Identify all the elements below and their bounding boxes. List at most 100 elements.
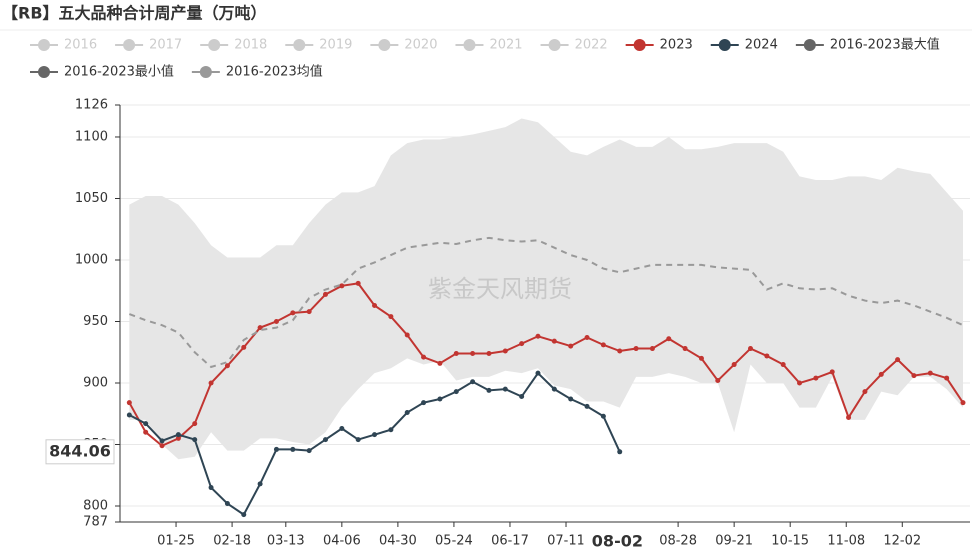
data-point bbox=[224, 501, 230, 507]
data-point bbox=[470, 350, 476, 356]
data-point bbox=[322, 437, 328, 443]
legend-label: 2023 bbox=[660, 38, 693, 53]
data-point bbox=[502, 348, 508, 354]
data-point bbox=[437, 360, 443, 366]
x-tick-label: 04-06 bbox=[323, 534, 361, 549]
legend-item[interactable]: 2017 bbox=[115, 38, 182, 53]
data-point bbox=[846, 414, 852, 420]
data-point bbox=[192, 437, 198, 443]
data-point bbox=[862, 389, 868, 395]
legend-item[interactable]: 2016-2023均值 bbox=[191, 64, 323, 80]
data-point bbox=[911, 373, 917, 379]
data-point bbox=[143, 429, 149, 435]
data-point bbox=[421, 400, 427, 406]
data-point bbox=[747, 346, 753, 352]
data-point bbox=[192, 421, 198, 427]
legend-icon-dot bbox=[123, 39, 136, 51]
data-point bbox=[535, 333, 541, 339]
data-point bbox=[159, 443, 165, 449]
y-tick-label: 1126 bbox=[75, 98, 108, 113]
data-point bbox=[208, 485, 214, 491]
legend-label: 2022 bbox=[575, 38, 608, 53]
data-point bbox=[649, 346, 655, 352]
data-point bbox=[355, 437, 361, 443]
legend-icon-dot bbox=[718, 39, 731, 51]
data-point bbox=[126, 400, 132, 406]
legend-item[interactable]: 2016-2023最小值 bbox=[30, 64, 174, 80]
data-point bbox=[535, 370, 541, 376]
data-point bbox=[633, 346, 639, 352]
data-point bbox=[290, 310, 296, 316]
legend-icon-dot bbox=[38, 66, 50, 78]
x-tick-label: 03-13 bbox=[267, 534, 305, 549]
legend-label: 2016-2023最小值 bbox=[64, 64, 174, 80]
legend-item[interactable]: 2016-2023最大值 bbox=[795, 37, 940, 53]
legend-icon-dot bbox=[38, 39, 50, 51]
data-point bbox=[731, 362, 737, 368]
data-point bbox=[224, 363, 230, 369]
pointer-x-box bbox=[583, 528, 652, 552]
data-point bbox=[829, 369, 835, 375]
x-tick-label: 01-25 bbox=[157, 534, 195, 549]
pointer-y-label: 844.06 bbox=[49, 441, 111, 460]
pointer-y-box bbox=[45, 439, 115, 465]
legend-icon-dot bbox=[548, 39, 561, 51]
data-point bbox=[421, 354, 427, 360]
legend-item[interactable]: 2023 bbox=[625, 38, 693, 53]
y-tick-label: 787 bbox=[83, 515, 108, 530]
data-point bbox=[290, 446, 296, 452]
x-tick-label: 06-17 bbox=[491, 534, 529, 549]
x-tick-label: 08-28 bbox=[659, 534, 697, 549]
x-tick-label: 09-21 bbox=[715, 534, 753, 549]
x-tick-label: 10-15 bbox=[771, 534, 809, 549]
data-point bbox=[339, 426, 345, 432]
data-point bbox=[241, 512, 247, 518]
y-tick-label: 1050 bbox=[75, 191, 108, 206]
legend-label: 2019 bbox=[319, 38, 352, 53]
legend-icon-dot bbox=[378, 39, 391, 51]
data-point bbox=[764, 353, 770, 359]
data-point bbox=[568, 343, 574, 349]
data-point bbox=[470, 379, 476, 385]
data-point bbox=[715, 378, 721, 384]
data-point bbox=[617, 348, 623, 354]
data-point bbox=[666, 336, 672, 342]
x-tick-label: 11-08 bbox=[827, 534, 865, 549]
data-point bbox=[551, 386, 557, 392]
legend-item[interactable]: 2016 bbox=[30, 38, 97, 53]
legend-icon-dot bbox=[293, 39, 306, 51]
x-tick-label: 05-24 bbox=[435, 534, 473, 549]
data-point bbox=[584, 334, 590, 340]
data-point bbox=[257, 325, 263, 331]
data-point bbox=[944, 375, 950, 381]
data-point bbox=[159, 438, 165, 444]
legend-item[interactable]: 2019 bbox=[285, 38, 352, 53]
legend-item[interactable]: 2022 bbox=[540, 38, 608, 53]
data-point bbox=[960, 400, 966, 406]
data-point bbox=[372, 303, 378, 309]
data-point bbox=[388, 427, 394, 433]
data-point bbox=[895, 357, 901, 363]
data-point bbox=[519, 394, 525, 400]
legend-icon-dot bbox=[803, 39, 816, 51]
legend-label: 2016-2023均值 bbox=[226, 64, 323, 80]
range-band bbox=[129, 118, 963, 460]
legend-icon-dot bbox=[199, 66, 212, 78]
data-point bbox=[257, 481, 263, 487]
data-point bbox=[797, 380, 803, 386]
data-point bbox=[600, 413, 606, 419]
data-point bbox=[306, 448, 312, 454]
data-point bbox=[682, 346, 688, 352]
y-tick-label: 800 bbox=[83, 499, 108, 514]
legend-item[interactable]: 2020 bbox=[370, 38, 437, 53]
data-point bbox=[453, 350, 459, 356]
legend-label: 2018 bbox=[234, 38, 267, 53]
data-point bbox=[339, 283, 345, 289]
y-tick-label: 1100 bbox=[75, 129, 108, 144]
data-point bbox=[551, 338, 557, 344]
legend-item[interactable]: 2018 bbox=[200, 38, 267, 53]
x-tick-label: 04-30 bbox=[379, 534, 417, 549]
legend-item[interactable]: 2021 bbox=[455, 38, 523, 53]
legend-item[interactable]: 2024 bbox=[710, 38, 778, 53]
y-tick-label: 1000 bbox=[75, 252, 108, 267]
